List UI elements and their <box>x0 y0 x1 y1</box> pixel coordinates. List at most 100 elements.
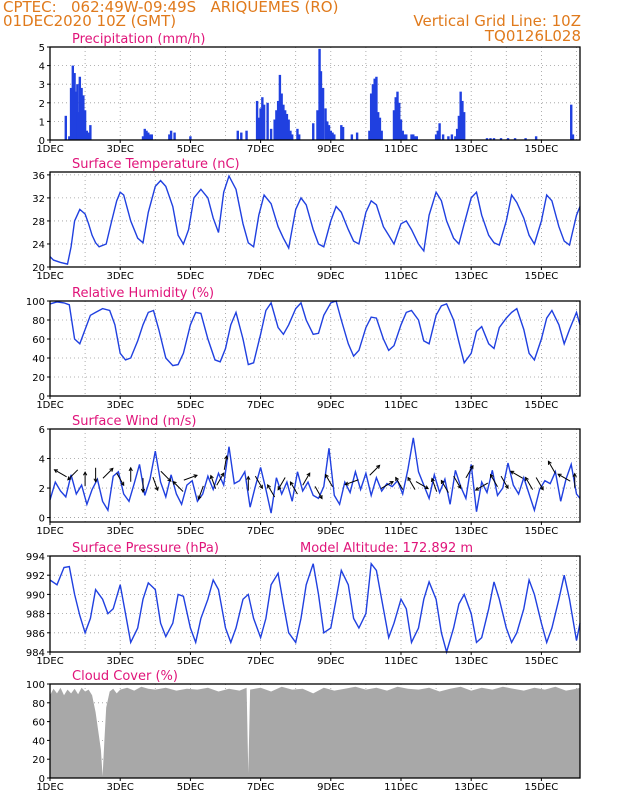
precipitation-bar <box>571 134 575 140</box>
grid-line-note: Vertical Grid Line: 10Z <box>413 12 581 30</box>
precipitation-bar <box>64 115 67 140</box>
precipitation-bar <box>143 128 146 140</box>
temperature-xtick-label: 7DEC <box>247 271 274 282</box>
pressure-xtick-label: 15DEC <box>525 656 559 667</box>
precipitation-bar <box>321 87 325 140</box>
wind-arrow-shaft <box>535 477 544 490</box>
wind-arrow-shaft <box>547 461 556 474</box>
pressure-ytick-label: 986 <box>26 629 45 640</box>
precipitation-bar <box>273 119 276 140</box>
wind-arrow-head <box>395 476 399 482</box>
precipitation-bar <box>318 48 321 140</box>
humidity-xtick-label: 11DEC <box>384 400 418 411</box>
cloud-cover-ytick-label: 40 <box>32 736 45 747</box>
precipitation-bar <box>169 130 173 140</box>
precipitation-bar <box>261 97 264 140</box>
wind-arrow-shaft <box>407 477 416 490</box>
wind-arrow-head <box>509 470 515 475</box>
pressure-title: Surface Pressure (hPa) <box>72 541 219 556</box>
wind-arrow-head <box>224 455 229 460</box>
precipitation-bar <box>240 132 243 140</box>
wind-arrow-head <box>318 495 323 500</box>
cloud-cover-ytick-label: 20 <box>32 755 45 766</box>
wind-title: Surface Wind (m/s) <box>72 414 196 429</box>
wind-arrow-head <box>109 467 114 472</box>
wind-arrow-shaft <box>210 475 217 489</box>
precipitation-bar <box>394 97 397 140</box>
precipitation-bar <box>189 136 192 140</box>
cloud-cover-xtick-label: 5DEC <box>177 782 204 793</box>
pressure-xtick-label: 11DEC <box>384 656 418 667</box>
model-code: TQ0126L028 <box>484 27 581 45</box>
precipitation-bar <box>80 87 83 140</box>
precipitation-bar <box>506 138 510 140</box>
wind-arrow-head <box>457 484 462 490</box>
wind-arrow-shaft <box>395 477 404 490</box>
precipitation-bar <box>262 104 266 140</box>
precipitation-ytick-label: 5 <box>39 43 45 54</box>
precipitation-bar <box>141 136 145 140</box>
humidity-ytick-label: 20 <box>32 373 45 384</box>
precipitation-bar <box>457 115 461 140</box>
wind-arrow-head <box>376 464 381 469</box>
pressure-xtick-label: 5DEC <box>177 656 204 667</box>
wind-arrow-head <box>193 474 198 479</box>
wind-arrow-shaft <box>453 475 462 489</box>
precipitation-bar <box>341 126 345 140</box>
wind-arrow-head <box>209 474 214 480</box>
precipitation-bar <box>69 87 73 140</box>
precipitation-bar <box>275 110 278 140</box>
wind-arrow-shaft <box>277 477 286 490</box>
pressure-ytick-label: 990 <box>26 590 45 601</box>
wind-xtick-label: 9DEC <box>317 526 344 537</box>
wind-arrow-head <box>277 486 282 491</box>
pressure-line <box>49 561 581 655</box>
wind-arrow-head <box>167 477 172 482</box>
precipitation-bar <box>375 76 378 140</box>
temperature-line <box>49 174 581 265</box>
precipitation-bar <box>245 130 248 140</box>
precipitation-bar <box>324 108 327 140</box>
wind-arrow-shaft <box>465 465 474 479</box>
precipitation-bar <box>150 134 153 140</box>
precipitation-ytick-label: 2 <box>39 99 45 110</box>
precipitation-bar <box>147 132 150 140</box>
precipitation-bar <box>499 138 503 140</box>
wind-ytick-label: 4 <box>39 455 45 466</box>
temperature-ytick-label: 36 <box>32 171 45 182</box>
humidity-ytick-label: 80 <box>32 316 45 327</box>
wind-arrow-shaft <box>490 474 498 487</box>
humidity-ytick-label: 0 <box>39 392 45 403</box>
humidity-xtick-label: 13DEC <box>454 400 488 411</box>
wind-arrow-shaft <box>290 481 298 495</box>
wind-line <box>49 437 581 514</box>
precipitation-bar <box>399 119 403 140</box>
precipitation-bar <box>168 134 171 140</box>
temperature-ytick-label: 24 <box>32 240 45 251</box>
run-datetime: 01DEC2020 10Z (GMT) <box>3 12 177 30</box>
wind-arrow-shaft <box>325 474 333 487</box>
precipitation-bar <box>331 132 334 140</box>
humidity-line <box>49 300 581 367</box>
pressure-xtick-label: 13DEC <box>454 656 488 667</box>
wind-xtick-label: 5DEC <box>177 526 204 537</box>
precipitation-bar <box>410 134 413 140</box>
pressure-xtick-label: 9DEC <box>317 656 344 667</box>
wind-arrow-shaft <box>431 478 438 492</box>
wind-arrow-shaft <box>440 480 449 493</box>
wind-arrow-head <box>220 472 225 477</box>
precipitation-bar <box>87 132 90 140</box>
precipitation-xtick-label: 7DEC <box>247 144 274 155</box>
wind-arrow-shaft <box>183 474 198 481</box>
humidity-xtick-label: 3DEC <box>107 400 134 411</box>
precipitation-bar <box>441 134 445 140</box>
wind-arrow-shaft <box>254 475 263 489</box>
cloud-cover-ytick-label: 100 <box>26 680 45 691</box>
wind-arrow-shaft <box>223 455 228 470</box>
precipitation-bar <box>282 104 285 140</box>
precipitation-bar <box>455 128 459 140</box>
wind-frame <box>49 428 581 523</box>
wind-arrow-head <box>344 481 349 486</box>
humidity-xtick-label: 15DEC <box>525 400 559 411</box>
